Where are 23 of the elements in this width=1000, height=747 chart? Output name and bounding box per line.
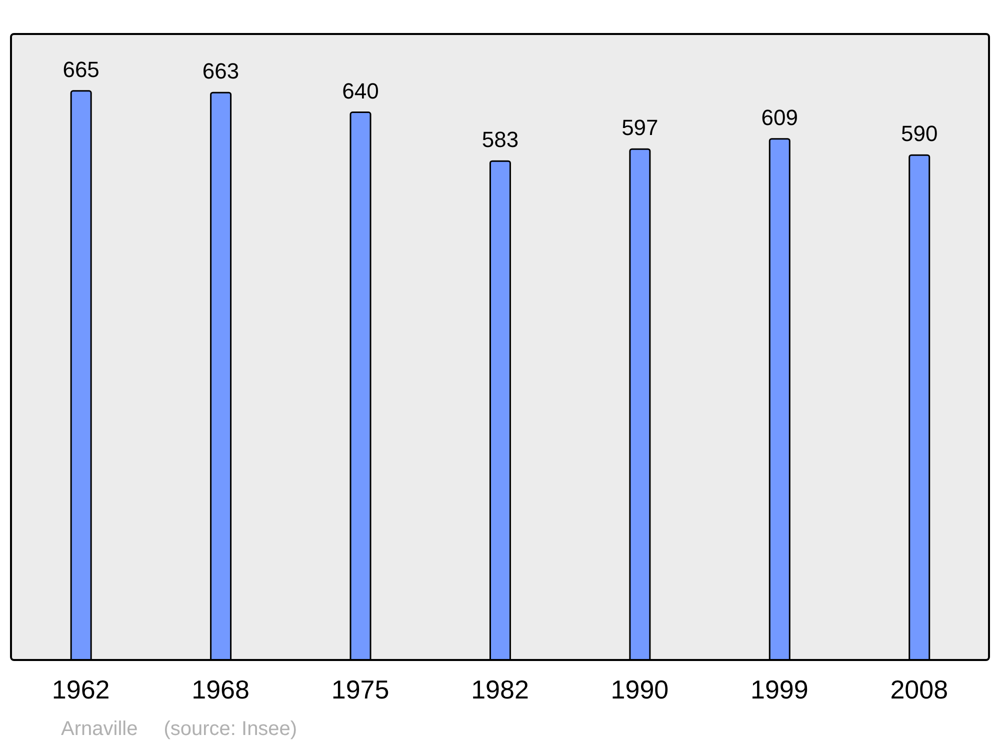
x-tick-label: 1990: [610, 674, 669, 704]
data-label: 663: [202, 58, 240, 84]
bar: [210, 92, 232, 660]
x-tick-label: 1999: [750, 674, 808, 704]
data-label: 597: [622, 115, 658, 140]
text: (source: Insee): [164, 718, 298, 741]
text: Arnaville: [61, 718, 138, 741]
bar: [350, 112, 372, 660]
bar: [70, 90, 92, 660]
data-label: 640: [342, 78, 379, 104]
data-label: 590: [901, 121, 938, 146]
x-tick-label: 1982: [471, 674, 529, 704]
data-label: 609: [761, 104, 798, 130]
x-tick-label: 1968: [192, 674, 250, 704]
bar: [908, 154, 930, 660]
x-tick-label: 1962: [52, 674, 110, 704]
bar: [489, 160, 511, 660]
x-tick-label: 1975: [331, 674, 390, 704]
data-label: 583: [482, 127, 519, 152]
bar: [629, 148, 651, 660]
bar: [768, 138, 790, 660]
x-tick-label: 2008: [890, 674, 948, 704]
data-label: 665: [62, 56, 100, 82]
